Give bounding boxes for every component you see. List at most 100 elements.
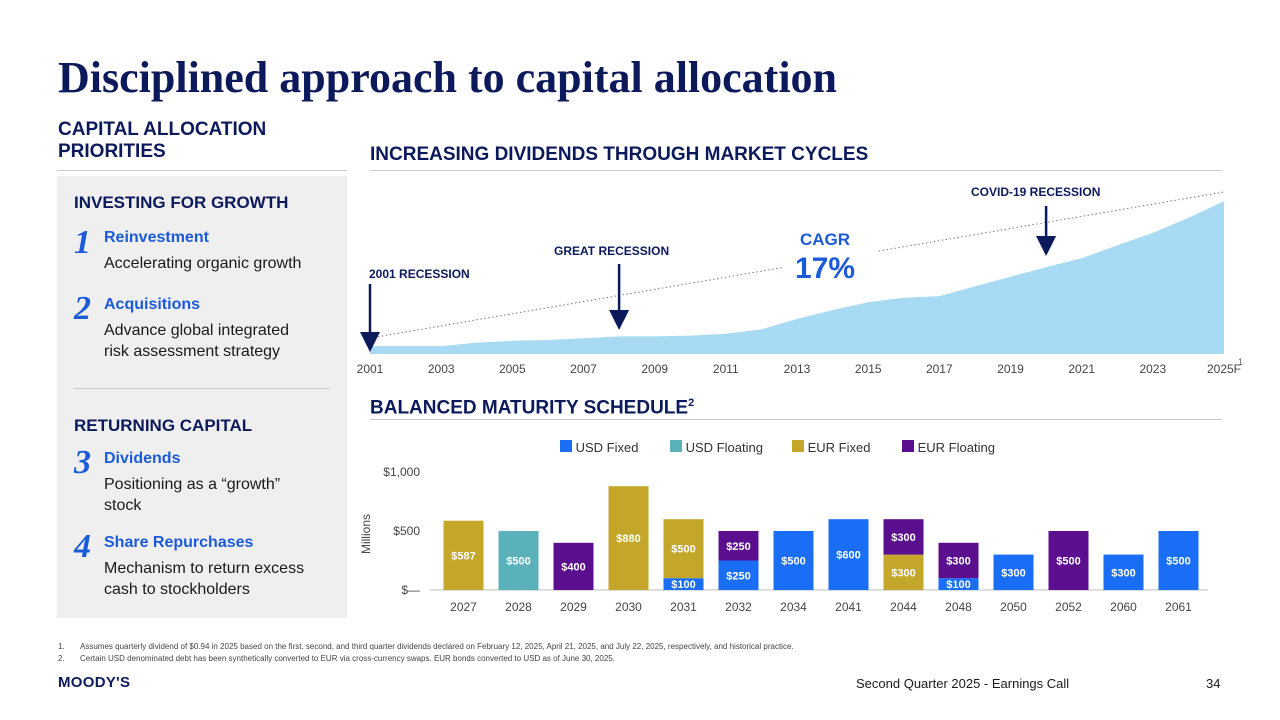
maturity-x-tick: 2031: [670, 600, 697, 614]
legend-swatch-usd-fixed: [560, 440, 572, 452]
maturity-bar-usd-fixed: [1158, 531, 1199, 590]
dividends-x-tick: 2011: [713, 362, 739, 376]
maturity-bar-value-label: $500: [1056, 556, 1080, 568]
cagr-label-background: [782, 226, 878, 284]
dividends-x-tick: 2025F: [1207, 362, 1241, 376]
panel-divider: [74, 388, 330, 389]
footnote-2-text: Certain USD denominated debt has been sy…: [80, 654, 615, 663]
maturity-x-tick: 2044: [890, 600, 917, 614]
dividend-area: [370, 201, 1224, 354]
cagr-value: 17%: [795, 252, 855, 285]
maturity-bar-value-label: $500: [1166, 556, 1190, 568]
moodys-logo: MOODY'S: [58, 674, 131, 691]
dividends-x-tick: 2015: [855, 362, 882, 376]
maturity-bar-value-label: $400: [561, 561, 585, 573]
maturity-heading-text: BALANCED MATURITY SCHEDULE: [370, 397, 689, 419]
acquisitions-title: Acquisitions: [104, 296, 201, 313]
footer-event: Second Quarter 2025 - Earnings Call: [856, 676, 1070, 691]
legend-eur-fixed: EUR Fixed: [792, 440, 902, 455]
maturity-bar-value-label: $300: [1001, 567, 1025, 579]
legend-eur-floating: EUR Floating: [902, 440, 1012, 455]
maturity-bar-value-label: $300: [1111, 567, 1135, 579]
heading-line-2: PRIORITIES: [58, 141, 166, 162]
footnote-1-text: Assumes quarterly dividend of $0.94 in 2…: [80, 642, 794, 651]
last-tick-footnote-ref: 1: [1238, 357, 1243, 367]
maturity-x-tick: 2061: [1165, 600, 1192, 614]
maturity-heading: BALANCED MATURITY SCHEDULE2: [370, 392, 694, 419]
maturity-x-tick: 2050: [1000, 600, 1027, 614]
maturity-bar-value-label: $100: [671, 579, 695, 591]
maturity-bar-value-label: $880: [616, 533, 640, 545]
dividends-title: Dividends: [104, 450, 181, 467]
share-repurchases-desc-line-2: cash to stockholders: [104, 581, 250, 598]
dividends-x-tick: 2013: [784, 362, 811, 376]
legend-usd-fixed: USD Fixed: [560, 440, 670, 455]
maturity-x-tick: 2027: [450, 600, 477, 614]
maturity-x-tick: 2052: [1055, 600, 1082, 614]
priority-number-4: 4: [74, 528, 91, 565]
maturity-bar-value-label: $300: [891, 532, 915, 544]
legend-label-usd-fixed: USD Fixed: [575, 440, 639, 455]
maturity-x-tick: 2030: [615, 600, 642, 614]
maturity-bar-value-label: $300: [946, 556, 970, 568]
maturity-bar-eur-floating: [883, 519, 924, 555]
legend-label-usd-floating: USD Floating: [685, 440, 763, 455]
maturity-y-axis-title: Millions: [359, 514, 373, 554]
dividends-desc-line-1: Positioning as a “growth”: [104, 476, 281, 493]
dividends-area-chart: 2001 2003 2005 2007 2009 2011 2013 2015 2017 2019…: [357, 185, 1243, 376]
returning-capital-heading: RETURNING CAPITAL: [74, 416, 253, 435]
legend-swatch-eur-floating: [902, 440, 914, 452]
reinvestment-desc: Accelerating organic growth: [104, 255, 302, 272]
dividends-x-tick: 2007: [570, 362, 597, 376]
maturity-bar-eur-floating: [1048, 531, 1089, 590]
maturity-bar-eur-fixed: [608, 486, 649, 590]
share-repurchases-desc-line-1: Mechanism to return excess: [104, 560, 305, 577]
maturity-bar-usd-fixed: [718, 560, 759, 590]
maturity-legend: USD Fixed USD Floating EUR Fixed EUR Flo…: [560, 440, 1012, 455]
page-title: Disciplined approach to capital allocati…: [58, 53, 838, 102]
legend-label-eur-floating: EUR Floating: [917, 440, 995, 455]
maturity-bar-usd-fixed: [1103, 554, 1144, 590]
dividends-heading-rule: [370, 170, 1222, 171]
maturity-bar-usd-fixed: [993, 554, 1034, 590]
legend-swatch-usd-floating: [670, 440, 682, 452]
priorities-panel: INVESTING FOR GROWTH 1 Reinvestment Acce…: [57, 176, 347, 618]
dividends-x-tick: 2019: [997, 362, 1024, 376]
maturity-bar-value-label: $250: [726, 541, 750, 553]
legend-label-eur-fixed: EUR Fixed: [807, 440, 871, 455]
maturity-heading-footnote-ref: 2: [688, 397, 695, 409]
maturity-bar-value-label: $500: [506, 556, 530, 568]
acquisitions-desc: Advance global integrated risk assessmen…: [104, 320, 289, 362]
maturity-bar-eur-fixed: [883, 554, 924, 590]
capital-allocation-heading: CAPITAL ALLOCATION PRIORITIES: [58, 119, 266, 163]
maturity-bar-eur-fixed: [663, 519, 704, 579]
page-number: 34: [1206, 676, 1221, 691]
share-repurchases-title: Share Repurchases: [104, 534, 254, 551]
priority-number-2: 2: [74, 290, 91, 327]
maturity-x-tick: 2034: [780, 600, 807, 614]
dividends-x-tick: 2001: [357, 362, 384, 376]
maturity-x-tick: 2060: [1110, 600, 1137, 614]
dividends-heading: INCREASING DIVIDENDS THROUGH MARKET CYCL…: [370, 144, 869, 165]
dividends-desc-line-2: stock: [104, 497, 142, 514]
dividends-x-tick: 2003: [428, 362, 455, 376]
cagr-label: CAGR: [800, 230, 850, 249]
maturity-y-tick: $—: [401, 583, 420, 597]
investing-for-growth-heading: INVESTING FOR GROWTH: [74, 193, 289, 212]
maturity-bar-eur-fixed: [443, 520, 484, 590]
legend-swatch-eur-fixed: [792, 440, 804, 452]
maturity-bar-eur-floating: [718, 531, 759, 561]
legend-usd-floating: USD Floating: [670, 440, 792, 455]
maturity-bar-eur-floating: [553, 542, 594, 590]
maturity-bar-value-label: $500: [781, 556, 805, 568]
maturity-bar-eur-floating: [938, 542, 979, 579]
maturity-y-tick: $500: [393, 524, 420, 538]
footnote-2-number: 2.: [58, 654, 65, 663]
maturity-y-tick: $1,000: [383, 465, 420, 479]
annotation-2001-recession: 2001 RECESSION: [369, 267, 470, 281]
dividends-x-tick: 2009: [641, 362, 668, 376]
maturity-bar-value-label: $500: [671, 544, 695, 556]
annotation-covid-recession: COVID-19 RECESSION: [971, 185, 1100, 199]
maturity-bar-value-label: $587: [451, 550, 475, 562]
maturity-bar-usd-fixed: [773, 531, 814, 590]
